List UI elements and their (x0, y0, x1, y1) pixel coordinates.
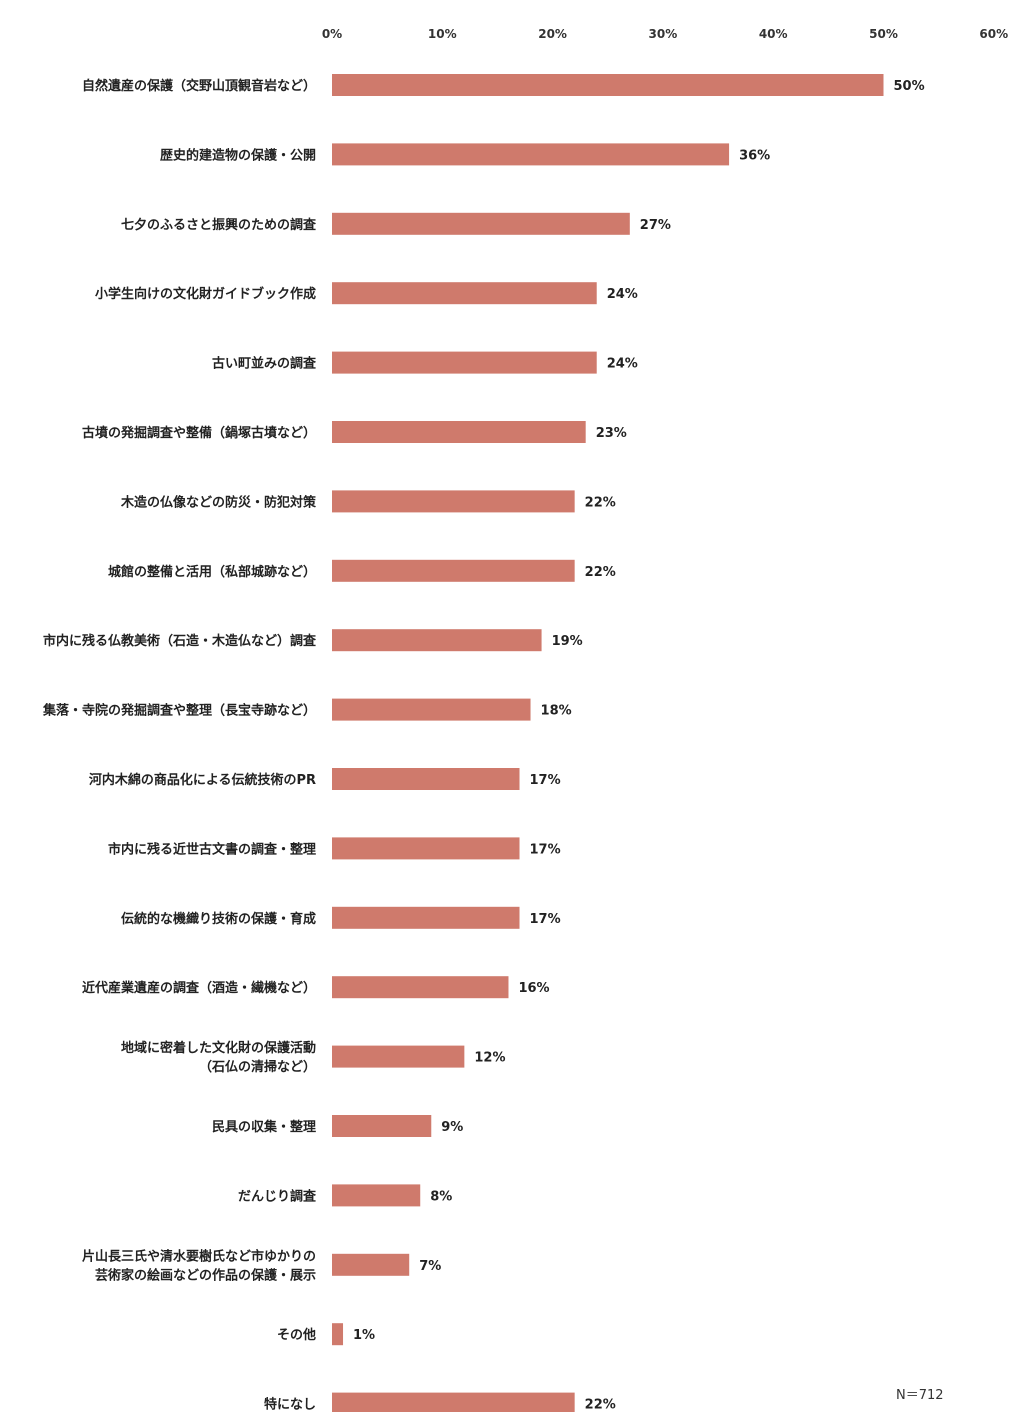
bar (332, 698, 531, 721)
category-label: 近代産業遺産の調査（酒造・繊機など） (82, 980, 316, 996)
bar (332, 906, 520, 929)
x-axis-ticks: 0% 10% 20% 30% 40% 50% 60% (322, 27, 1008, 41)
value-label: 22% (585, 495, 616, 510)
value-label: 9% (441, 1120, 463, 1135)
value-label: 7% (419, 1259, 441, 1274)
value-label: 36% (739, 148, 770, 163)
x-tick-label: 40% (759, 27, 788, 41)
category-label: 特になし (264, 1397, 316, 1412)
value-label: 16% (518, 981, 549, 996)
bar (332, 629, 542, 652)
x-tick-label: 0% (322, 27, 342, 41)
bar (332, 1323, 344, 1346)
bars-group (332, 74, 884, 1412)
category-label: 河内木綿の商品化による伝統技術のPR (89, 772, 316, 788)
value-label: 24% (607, 287, 638, 302)
category-label: 古い町並みの調査 (212, 356, 317, 372)
category-label: 城館の整備と活用（私部城跡など） (108, 564, 316, 580)
bar (332, 837, 520, 860)
bar (332, 1184, 421, 1207)
bar (332, 490, 575, 513)
bar (332, 421, 586, 443)
x-tick-label: 20% (538, 27, 567, 41)
category-label: 歴史的建造物の保護・公開 (160, 147, 316, 163)
category-label: 地域に密着した文化財の保護活動 (121, 1040, 316, 1056)
value-label: 22% (585, 565, 616, 580)
value-label: 17% (530, 773, 561, 788)
bar (332, 1115, 432, 1137)
category-label: 木造の仏像などの防災・防犯対策 (120, 494, 317, 510)
bar (332, 1392, 575, 1412)
x-tick-label: 50% (869, 27, 898, 41)
bar (332, 282, 597, 305)
bar (332, 559, 575, 582)
value-label: 12% (474, 1051, 505, 1066)
value-label: 17% (530, 842, 561, 857)
value-label: 27% (640, 218, 671, 233)
value-label: 1% (353, 1328, 375, 1343)
x-tick-label: 60% (979, 27, 1008, 41)
category-label: 集落・寺院の発掘調査や整理（長宝寺跡など） (42, 703, 316, 719)
value-label: 18% (541, 704, 572, 719)
bar (332, 1045, 465, 1068)
value-labels: 50% 36% 27% 24% 24% 23% 22% 22% 19% 18% 17% 17% 17% 1… (353, 79, 925, 1412)
value-label: 8% (430, 1189, 452, 1204)
category-labels: 自然遺産の保護（交野山頂観音岩など） 歴史的建造物の保護・公開七夕のふるさと振興の… (42, 78, 317, 1412)
bar (332, 74, 884, 96)
category-label: 片山長三氏や清水要樹氏など市ゆかりの (82, 1248, 316, 1264)
category-label: だんじり調査 (238, 1188, 317, 1204)
category-label: 民具の収集・整理 (212, 1119, 316, 1135)
category-label: その他 (277, 1327, 316, 1343)
category-label: 自然遺産の保護（交野山頂観音岩など） (82, 78, 316, 94)
value-label: 19% (552, 634, 583, 649)
sample-size-label: N＝712 (896, 1388, 944, 1403)
category-label: （石仏の清掃など） (199, 1059, 316, 1075)
x-tick-label: 30% (649, 27, 678, 41)
value-label: 23% (596, 426, 627, 441)
bar (332, 212, 630, 235)
category-label: 市内に残る近世古文書の調査・整理 (108, 841, 316, 857)
category-label: 小学生向けの文化財ガイドブック作成 (95, 286, 316, 302)
value-label: 17% (530, 912, 561, 927)
bar (332, 1253, 410, 1276)
bar (332, 976, 509, 999)
bar (332, 351, 597, 374)
bar (332, 143, 730, 166)
category-label: 古墳の発掘調査や整備（鍋塚古墳など） (82, 425, 316, 441)
category-label: 芸術家の絵画などの作品の保護・展示 (95, 1267, 316, 1283)
category-label: 伝統的な機織り技術の保護・育成 (121, 911, 316, 927)
value-label: 24% (607, 357, 638, 372)
category-label: 七夕のふるさと振興のための調査 (121, 217, 317, 233)
x-tick-label: 10% (428, 27, 457, 41)
value-label: 50% (894, 79, 925, 94)
bar (332, 768, 520, 790)
category-label: 市内に残る仏教美術（石造・木造仏など）調査 (43, 633, 317, 649)
value-label: 22% (585, 1398, 616, 1412)
